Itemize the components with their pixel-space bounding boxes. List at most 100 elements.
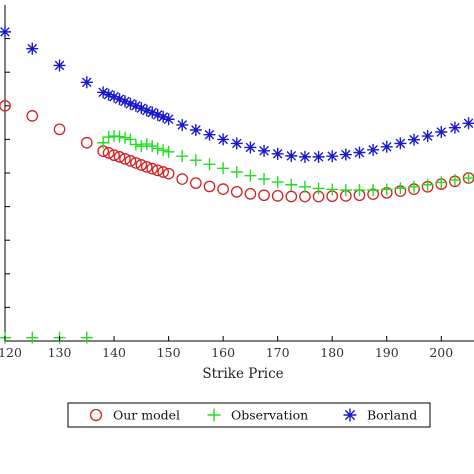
data-point-star	[102, 88, 115, 101]
data-point-plus	[26, 331, 39, 344]
data-point-plus	[157, 144, 170, 157]
data-point-plus	[189, 154, 202, 167]
data-point-circle	[285, 190, 298, 203]
data-point-plus	[353, 184, 366, 197]
data-point-circle	[108, 149, 120, 162]
data-point-star	[285, 149, 298, 162]
data-point-circle	[124, 155, 137, 167]
data-point-plus	[435, 176, 448, 189]
series-borland	[0, 25, 474, 163]
data-point-circle	[244, 187, 257, 200]
data-point-star	[129, 99, 142, 112]
data-point-star	[380, 140, 393, 153]
data-point-plus	[129, 138, 142, 151]
data-point-plus	[244, 169, 257, 182]
data-point-plus	[217, 162, 230, 175]
x-tick-label: 160	[211, 345, 235, 360]
x-tick-label: 190	[375, 345, 399, 360]
data-point-circle	[230, 185, 243, 198]
data-point-plus	[312, 182, 325, 195]
data-point-star	[97, 86, 110, 99]
data-point-circle	[80, 136, 93, 149]
data-point-star	[298, 150, 311, 163]
data-point-star	[203, 128, 216, 141]
legend-marker	[343, 408, 357, 422]
data-point-star	[230, 137, 243, 150]
data-point-plus	[326, 183, 339, 196]
data-point-plus	[97, 136, 110, 149]
data-point-star	[140, 104, 153, 117]
data-point-plus	[162, 145, 175, 158]
x-tick-label: 200	[429, 345, 453, 360]
data-point-plus	[462, 172, 474, 185]
data-point-circle	[217, 183, 229, 195]
data-point-circle	[135, 159, 148, 171]
data-point-circle	[140, 161, 153, 173]
series-observation	[0, 130, 474, 344]
legend-marker	[89, 408, 103, 422]
data-point-star	[189, 123, 202, 136]
data-point-circle	[119, 153, 131, 165]
data-point-plus	[339, 184, 352, 197]
data-point-plus	[380, 183, 393, 196]
data-point-plus	[421, 178, 434, 191]
data-point-plus	[298, 180, 311, 193]
data-point-plus	[176, 150, 189, 163]
data-point-star	[435, 126, 448, 139]
data-point-star	[113, 93, 126, 106]
data-point-star	[353, 146, 366, 159]
data-point-circle	[176, 173, 189, 185]
plot-area	[4, 5, 474, 342]
data-point-star	[118, 95, 131, 108]
data-point-star	[258, 144, 271, 157]
data-point-star	[367, 143, 380, 156]
x-tick-label: 130	[48, 345, 72, 360]
legend-entry-label: Our model	[113, 408, 180, 423]
data-point-circle	[53, 123, 66, 136]
data-markers	[0, 25, 474, 344]
data-point-plus	[113, 130, 126, 143]
data-point-circle	[151, 164, 164, 177]
data-point-star	[408, 133, 421, 146]
data-point-plus	[80, 331, 93, 344]
x-axis-label: Strike Price	[202, 366, 283, 382]
data-point-star	[53, 59, 66, 72]
data-point-star	[151, 108, 164, 121]
legend-entry-label: Observation	[231, 408, 308, 423]
data-point-circle	[258, 189, 270, 202]
data-point-plus	[124, 133, 137, 146]
data-point-star	[80, 76, 93, 89]
data-point-plus	[146, 140, 159, 153]
x-tick-label: 140	[102, 345, 126, 360]
x-axis: 120 130 140 150 160 170 180 190 200	[0, 336, 453, 360]
data-point-plus	[258, 173, 271, 186]
x-tick-label: 150	[157, 345, 181, 360]
data-point-circle	[130, 157, 142, 169]
data-point-circle	[113, 151, 126, 163]
data-point-star	[271, 147, 284, 160]
legend: Our model Observation Borland	[67, 402, 431, 428]
data-point-circle	[157, 166, 170, 178]
data-point-star	[162, 113, 175, 126]
data-point-star	[448, 121, 461, 134]
data-point-star	[0, 25, 11, 38]
data-point-star	[462, 117, 474, 130]
data-point-circle	[26, 110, 39, 122]
data-point-circle	[190, 177, 202, 189]
data-point-plus	[271, 176, 284, 189]
data-point-circle	[203, 180, 216, 193]
series-our-model	[0, 99, 474, 203]
data-point-plus	[102, 131, 115, 144]
data-point-star	[244, 141, 257, 154]
data-point-plus	[140, 138, 153, 151]
data-point-circle	[102, 146, 115, 159]
data-point-circle	[146, 162, 159, 175]
data-point-star	[421, 130, 434, 143]
data-point-star	[217, 133, 230, 146]
x-tick-label: 170	[266, 345, 290, 360]
data-point-circle	[0, 99, 11, 112]
data-point-circle	[299, 190, 311, 203]
data-point-star	[146, 106, 159, 119]
data-point-star	[108, 90, 121, 103]
